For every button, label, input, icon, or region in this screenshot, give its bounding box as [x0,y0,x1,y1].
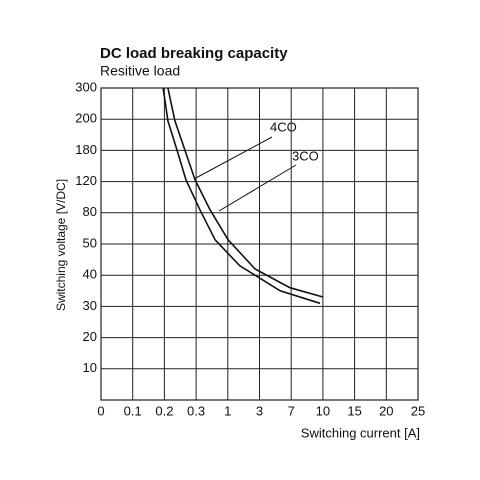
y-tick-label: 200 [75,111,97,126]
y-axis-label: Switching voltage [V/DC] [54,179,68,311]
curve [162,87,321,305]
x-tick-label: 1 [224,403,231,418]
series-label: 3CO [292,148,319,163]
leader-line [218,164,297,212]
x-tick-label: 25 [411,403,425,418]
y-tick-label: 30 [83,298,97,313]
y-tick-label: 300 [75,79,97,94]
chart-title: DC load breaking capacity [100,45,288,62]
series-label: 4CO [270,119,297,134]
x-tick-label: 20 [379,403,393,418]
x-tick-label: 10 [316,403,330,418]
x-tick-label: 0.2 [155,403,173,418]
leader-line [193,136,273,180]
x-tick-label: 15 [347,403,361,418]
x-tick-label: 0.1 [124,403,142,418]
curve [167,87,324,298]
x-tick-label: 0 [97,403,104,418]
chart-subtitle: Resitive load [100,63,180,79]
x-tick-label: 3 [256,403,263,418]
x-tick-label: 0.3 [187,403,205,418]
y-tick-label: 120 [75,173,97,188]
y-tick-label: 50 [83,235,97,250]
y-tick-label: 20 [83,329,97,344]
y-tick-label: 10 [83,360,97,375]
y-tick-label: 180 [75,142,97,157]
y-tick-label: 40 [83,267,97,282]
x-axis-label: Switching current [A] [301,425,420,440]
y-tick-label: 80 [83,204,97,219]
x-tick-label: 7 [288,403,295,418]
